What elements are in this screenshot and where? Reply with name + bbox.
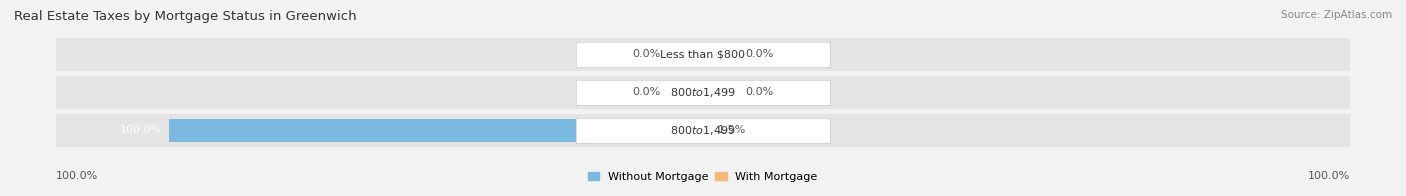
Text: $800 to $1,499: $800 to $1,499	[671, 86, 735, 99]
Text: Less than $800: Less than $800	[661, 50, 745, 60]
Text: Source: ZipAtlas.com: Source: ZipAtlas.com	[1281, 10, 1392, 20]
Text: 100.0%: 100.0%	[120, 125, 162, 135]
Text: 1.5%: 1.5%	[718, 125, 747, 135]
Legend: Without Mortgage, With Mortgage: Without Mortgage, With Mortgage	[583, 168, 823, 187]
Text: 0.0%: 0.0%	[633, 49, 661, 59]
Text: 100.0%: 100.0%	[1308, 171, 1350, 181]
Text: 100.0%: 100.0%	[56, 171, 98, 181]
Text: $800 to $1,499: $800 to $1,499	[671, 124, 735, 137]
Text: 0.0%: 0.0%	[633, 87, 661, 97]
Text: 0.0%: 0.0%	[745, 87, 773, 97]
Text: 0.0%: 0.0%	[745, 49, 773, 59]
Text: Real Estate Taxes by Mortgage Status in Greenwich: Real Estate Taxes by Mortgage Status in …	[14, 10, 357, 23]
